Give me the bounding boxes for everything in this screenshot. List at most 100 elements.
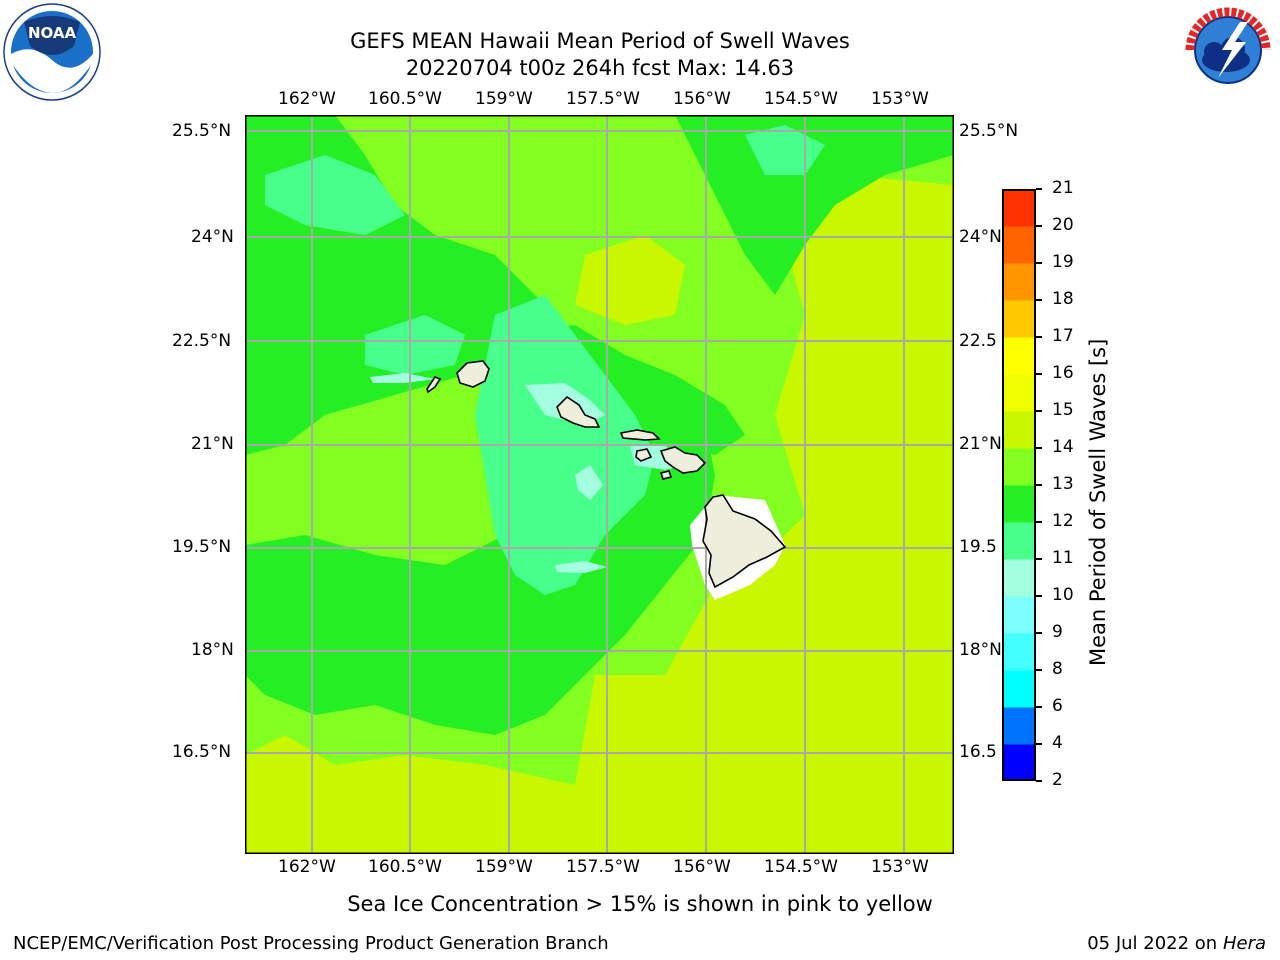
colorbar-swatch-20 bbox=[1002, 189, 1036, 227]
colorbar-tick-label: 2 bbox=[1052, 770, 1063, 790]
island-kahoolawe bbox=[659, 470, 673, 480]
field-13-14-southeast bbox=[245, 175, 954, 854]
island-molokai bbox=[619, 429, 661, 441]
colorbar-swatch-8 bbox=[1002, 633, 1036, 671]
island-maui bbox=[659, 446, 707, 474]
colorbar-tick-label: 16 bbox=[1052, 363, 1074, 383]
map-frame bbox=[245, 115, 954, 854]
colorbar-swatch-6 bbox=[1002, 670, 1036, 708]
colorbar-tick-mark bbox=[1036, 669, 1042, 671]
colorbar-tick-mark bbox=[1036, 521, 1042, 523]
field-9-10-kauai bbox=[370, 373, 435, 383]
colorbar-tick-mark bbox=[1036, 410, 1042, 412]
lon-tick-top-159w: 159°W bbox=[475, 89, 533, 109]
colorbar-tick-label: 17 bbox=[1052, 326, 1074, 346]
noaa-logo: NOAA bbox=[2, 2, 102, 102]
field-13-14-north bbox=[575, 235, 685, 325]
colorbar-swatch-12 bbox=[1002, 485, 1036, 523]
colorbar-tick-label: 4 bbox=[1052, 733, 1063, 753]
footer-right: 05 Jul 2022 on Hera bbox=[1087, 933, 1266, 954]
colorbar-frame bbox=[1002, 189, 1036, 781]
field-10-11-inner bbox=[365, 315, 465, 375]
lat-tick-left-21n: 21°N bbox=[191, 434, 234, 454]
sea-ice-note: Sea Ice Concentration > 15% is shown in … bbox=[347, 892, 933, 916]
colorbar bbox=[1002, 189, 1036, 781]
lat-tick-left-24n: 24°N bbox=[191, 227, 234, 247]
lon-tick-bottom-1545w: 154.5°W bbox=[764, 857, 838, 877]
colorbar-swatch-4 bbox=[1002, 707, 1036, 745]
lon-tick-bottom-162w: 162°W bbox=[278, 857, 336, 877]
colorbar-swatch-16 bbox=[1002, 337, 1036, 375]
lon-tick-bottom-156w: 156°W bbox=[673, 857, 731, 877]
colorbar-swatch-17 bbox=[1002, 300, 1036, 338]
lat-tick-left-255n: 25.5°N bbox=[172, 121, 232, 141]
map-title-line2: 20220704 t00z 264h fcst Max: 14.63 bbox=[405, 56, 795, 80]
lat-tick-right-18n: 18°N bbox=[959, 640, 1002, 660]
footer-date: 05 Jul 2022 on bbox=[1087, 933, 1223, 954]
colorbar-swatch-11 bbox=[1002, 522, 1036, 560]
noaa-logo-text: NOAA bbox=[28, 24, 77, 42]
colorbar-tick-label: 6 bbox=[1052, 696, 1063, 716]
colorbar-tick-mark bbox=[1036, 558, 1042, 560]
colorbar-label: Mean Period of Swell Waves [s] bbox=[1086, 338, 1110, 666]
map-title-line1: GEFS MEAN Hawaii Mean Period of Swell Wa… bbox=[350, 29, 850, 53]
lon-tick-top-156w: 156°W bbox=[673, 89, 731, 109]
colorbar-tick-mark bbox=[1036, 262, 1042, 264]
colorbar-tick-label: 8 bbox=[1052, 659, 1063, 679]
island-niihau bbox=[426, 376, 442, 394]
colorbar-swatch-15 bbox=[1002, 374, 1036, 412]
lat-tick-right-255n: 25.5°N bbox=[959, 121, 1019, 141]
field-9-10-south bbox=[555, 561, 607, 573]
colorbar-tick-mark bbox=[1036, 780, 1042, 782]
colorbar-tick-label: 18 bbox=[1052, 289, 1074, 309]
lat-tick-left-165n: 16.5°N bbox=[172, 742, 232, 762]
lon-tick-bottom-153w: 153°W bbox=[871, 857, 929, 877]
nws-logo bbox=[1178, 0, 1278, 100]
footer-left: NCEP/EMC/Verification Post Processing Pr… bbox=[13, 933, 609, 954]
lon-tick-bottom-1575w: 157.5°W bbox=[566, 857, 640, 877]
field-10-11-north bbox=[265, 155, 405, 235]
colorbar-tick-label: 10 bbox=[1052, 585, 1074, 605]
lat-tick-right-24n: 24°N bbox=[959, 227, 1002, 247]
colorbar-swatch-14 bbox=[1002, 411, 1036, 449]
lat-tick-left-195n: 19.5°N bbox=[172, 537, 232, 557]
colorbar-ticks: 2 4 6 8 9 10 11 12 13 14 15 16 17 18 19 20 21 bbox=[1036, 178, 1100, 790]
lon-tick-top-1545w: 154.5°W bbox=[764, 89, 838, 109]
colorbar-swatch-18 bbox=[1002, 263, 1036, 301]
colorbar-tick-label: 11 bbox=[1052, 548, 1074, 568]
lon-tick-top-153w: 153°W bbox=[871, 89, 929, 109]
hawaiian-islands bbox=[426, 360, 787, 589]
colorbar-tick-label: 9 bbox=[1052, 622, 1063, 642]
lat-tick-left-225n: 22.5°N bbox=[172, 331, 232, 351]
lat-tick-right-225n: 22.5 bbox=[959, 331, 997, 351]
colorbar-swatch-13 bbox=[1002, 448, 1036, 486]
lat-tick-right-21n: 21°N bbox=[959, 434, 1002, 454]
colorbar-tick-label: 21 bbox=[1052, 178, 1074, 198]
colorbar-tick-mark bbox=[1036, 225, 1042, 227]
lon-tick-top-162w: 162°W bbox=[278, 89, 336, 109]
colorbar-tick-mark bbox=[1036, 447, 1042, 449]
colorbar-tick-mark bbox=[1036, 632, 1042, 634]
swell-period-map bbox=[245, 115, 954, 854]
colorbar-tick-label: 12 bbox=[1052, 511, 1074, 531]
island-oahu bbox=[556, 395, 601, 428]
colorbar-swatch-9 bbox=[1002, 596, 1036, 634]
lat-tick-right-165n: 16.5 bbox=[959, 742, 997, 762]
colorbar-tick-label: 15 bbox=[1052, 400, 1074, 420]
lat-tick-right-195n: 19.5 bbox=[959, 537, 997, 557]
colorbar-tick-mark bbox=[1036, 595, 1042, 597]
colorbar-tick-mark bbox=[1036, 336, 1042, 338]
colorbar-swatch-2 bbox=[1002, 744, 1036, 781]
lon-tick-top-1575w: 157.5°W bbox=[566, 89, 640, 109]
colorbar-tick-label: 13 bbox=[1052, 474, 1074, 494]
colorbar-tick-mark bbox=[1036, 373, 1042, 375]
colorbar-tick-label: 14 bbox=[1052, 437, 1074, 457]
colorbar-tick-mark bbox=[1036, 743, 1042, 745]
island-kauai bbox=[456, 360, 490, 388]
lon-tick-bottom-1605w: 160.5°W bbox=[368, 857, 442, 877]
colorbar-tick-mark bbox=[1036, 706, 1042, 708]
colorbar-tick-mark bbox=[1036, 299, 1042, 301]
colorbar-tick-mark bbox=[1036, 484, 1042, 486]
island-lanai bbox=[635, 448, 653, 462]
colorbar-tick-label: 19 bbox=[1052, 252, 1074, 272]
